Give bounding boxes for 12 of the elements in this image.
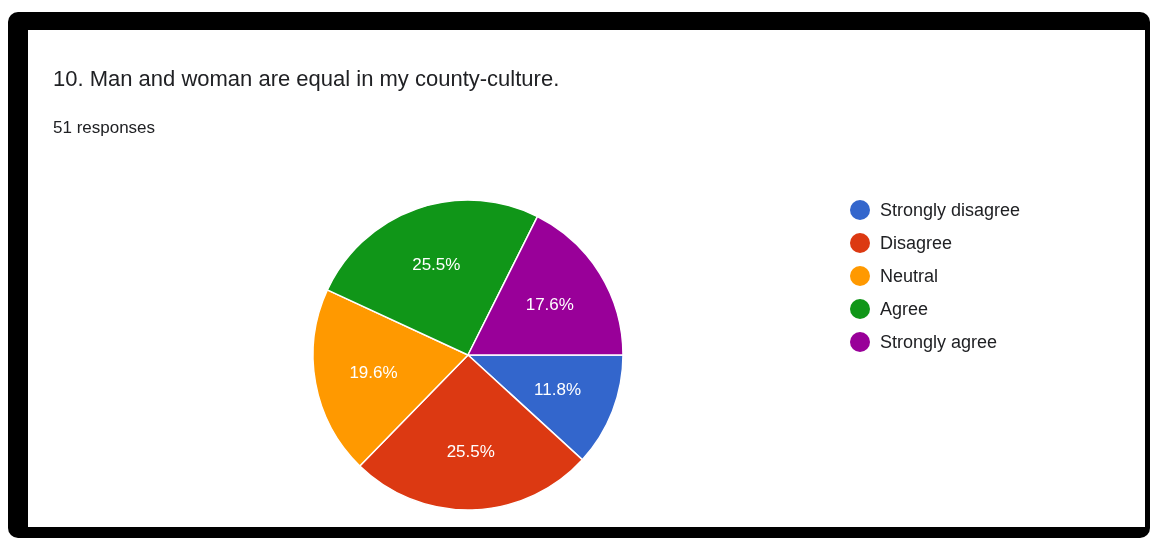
data-label: 25.5% [446, 441, 495, 461]
data-label: 17.6% [525, 295, 574, 315]
legend-label: Neutral [880, 266, 939, 286]
legend-label: Agree [880, 299, 929, 319]
legend-label: Strongly disagree [880, 200, 1021, 220]
data-label: 11.8% [534, 380, 582, 400]
text: 51 responses [53, 118, 156, 137]
data-label: 19.6% [349, 362, 398, 382]
chart-title: 10. Man and woman are equal in my county-culture. [53, 66, 560, 91]
data-label: 25.5% [412, 254, 461, 274]
legend-label: Disagree [880, 233, 953, 253]
legend-label: Strongly agree [880, 332, 998, 352]
